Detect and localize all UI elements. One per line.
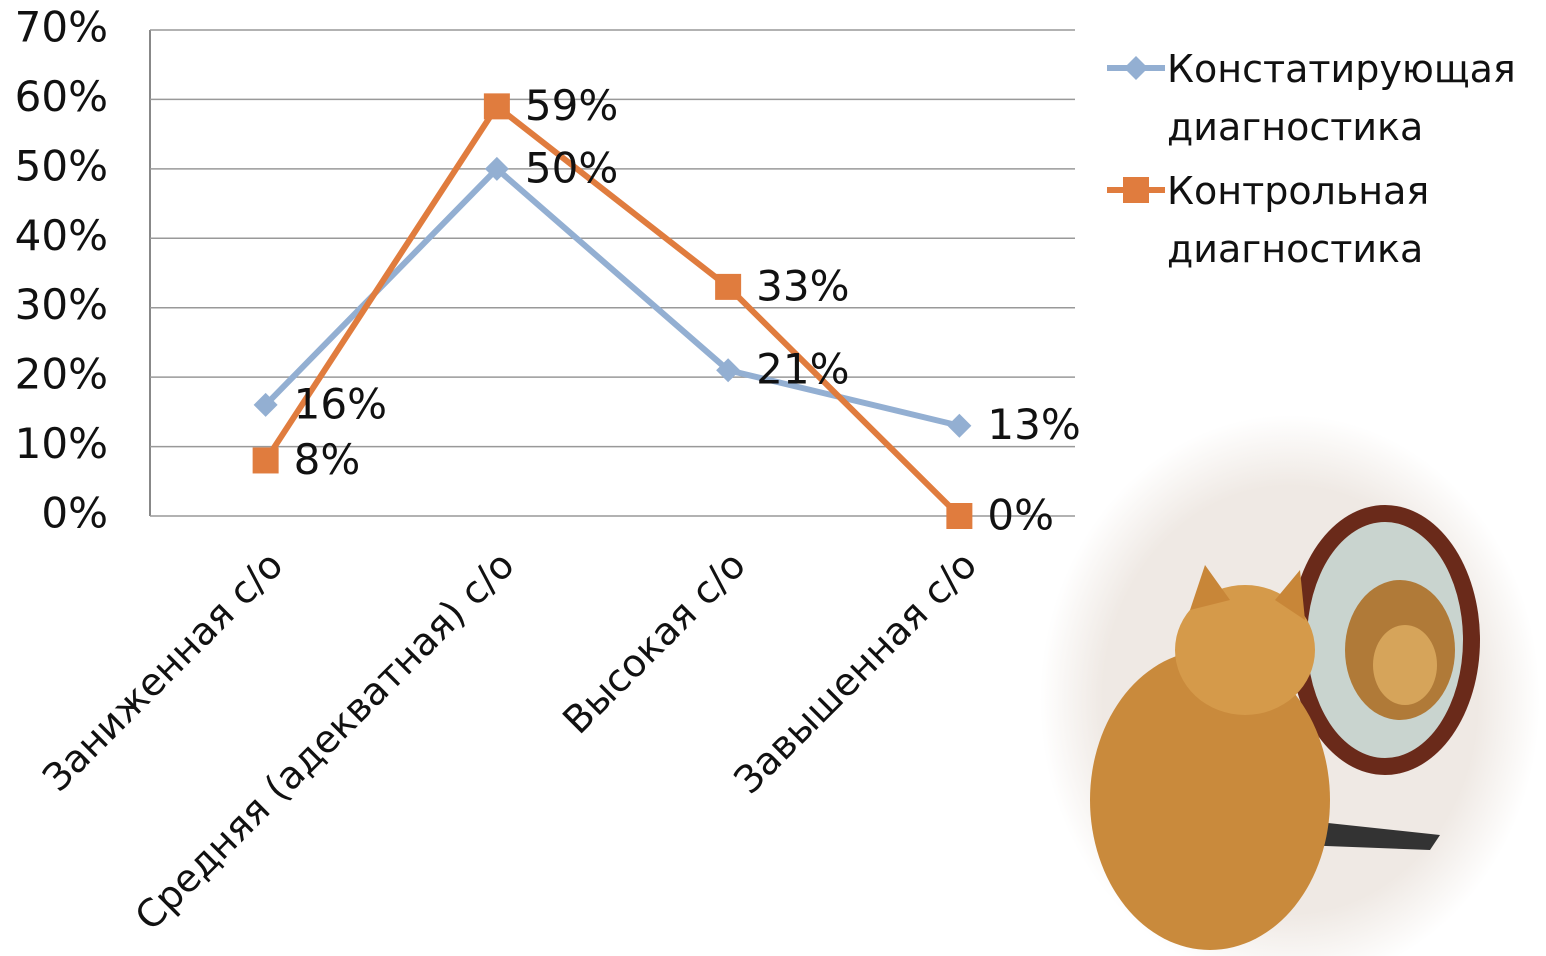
y-tick-label: 20% [15,350,108,399]
x-tick-label: Средняя (адекватная) с/о [126,543,522,939]
marker [716,358,741,383]
data-label: 16% [294,379,387,428]
x-tick-label: Завышенная с/о [726,543,986,803]
marker [947,413,972,438]
legend-swatch [1107,177,1165,203]
data-label: 8% [294,435,361,484]
marker [253,392,278,417]
series-line [263,101,962,519]
marker [483,93,510,120]
y-tick-label: 50% [15,141,108,190]
data-label: 33% [756,261,849,310]
cat-lion-picture [1040,415,1540,956]
legend-label: Констатирующая диагностика [1167,47,1516,149]
legend-marker [1124,56,1148,80]
data-label: 13% [987,400,1080,449]
legend-item: Контрольная диагностика [1105,162,1535,278]
data-label: 50% [525,143,618,192]
legend-item: Констатирующая диагностика [1105,40,1535,156]
legend-label: Контрольная диагностика [1167,169,1430,271]
marker [715,273,742,300]
y-tick-label: 70% [15,3,108,52]
y-tick-label: 10% [15,419,108,468]
data-label: 0% [987,491,1054,540]
marker [252,447,279,474]
data-label: 59% [525,81,618,130]
y-tick-label: 0% [41,489,108,538]
x-tick-label: Заниженная с/о [34,543,291,800]
marker [946,503,973,529]
data-label: 21% [756,345,849,394]
marker [484,156,509,181]
legend-swatch [1107,56,1165,80]
y-tick-label: 60% [15,72,108,121]
y-tick-label: 30% [15,280,108,329]
x-tick-label: Высокая с/о [554,543,754,743]
y-tick-label: 40% [15,211,108,260]
legend-marker [1123,177,1149,203]
